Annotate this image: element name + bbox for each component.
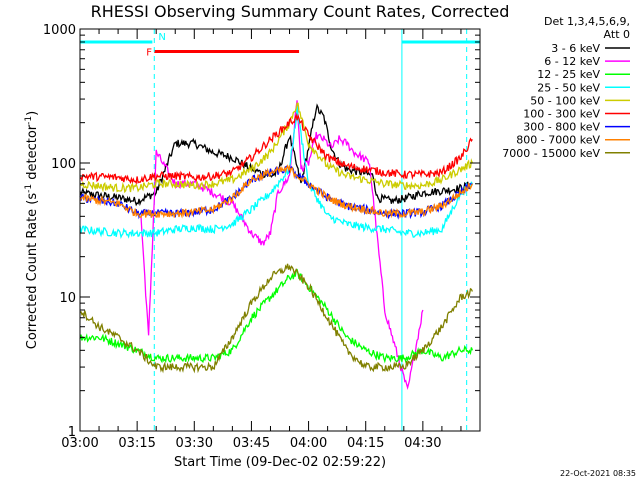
y-axis-label-mid: detector [25,124,40,184]
legend-header-detectors: Det 1,3,4,5,6,9, [544,15,630,28]
series-line-7000-15000-kev [79,263,473,374]
y-axis: 1 10 100 1000 [43,23,480,440]
plot-frame [79,28,481,432]
legend-label-6-12-kev: 6 - 12 keV [544,55,600,68]
footer-timestamp: 22-Oct-2021 08:35 [560,469,636,478]
flag-label-n: N [158,32,165,43]
series-line-800-7000-kev [79,164,474,219]
y-axis-label-base: Corrected Count Rate (s [25,193,40,350]
x-tick-label-04-15: 04:15 [347,436,384,451]
y-tick-label-10: 10 [59,291,76,306]
y-tick-label-100: 100 [51,157,76,172]
x-axis-label: Start Time (09-Dec-02 02:59:22) [174,455,386,470]
series-line-50-100-kev [79,102,473,194]
y-tick-label-1: 1 [68,425,76,440]
legend-label-300-800-kev: 300 - 800 keV [523,121,600,134]
flag-label-f: F [146,47,152,58]
series-layer [79,100,474,390]
x-tick-label-04-30: 04:30 [404,436,441,451]
x-axis: 03:00 03:15 03:30 03:45 04:00 04:15 04:30 [61,29,481,451]
y-axis-label-exponent-1: -1 [24,184,34,193]
legend-label-25-50-kev: 25 - 50 keV [537,81,600,94]
chart-title: RHESSI Observing Summary Count Rates, Co… [91,2,510,21]
vertical-lines-layer [153,29,468,431]
x-tick-label-03-00: 03:00 [61,436,98,451]
x-tick-label-03-30: 03:30 [176,436,213,451]
x-tick-label-04-00: 04:00 [290,436,327,451]
flags-layer: NF [80,32,480,58]
legend-label-7000-15000-kev: 7000 - 15000 keV [502,147,600,160]
legend-header-attenuator: Att 0 [604,28,630,41]
x-tick-label-03-45: 03:45 [233,436,270,451]
legend-label-50-100-kev: 50 - 100 keV [530,94,600,107]
y-tick-label-1000: 1000 [43,23,76,38]
x-tick-label-03-15: 03:15 [118,436,155,451]
series-line-100-300-kev [79,112,473,185]
legend-label-100-300-kev: 100 - 300 keV [523,108,600,121]
series-line-6-12-kev [140,100,424,390]
legend-label-3-6-kev: 3 - 6 keV [551,42,600,55]
legend-label-800-7000-kev: 800 - 7000 keV [516,134,600,147]
series-line-25-50-kev [79,106,473,240]
legend-label-12-25-kev: 12 - 25 keV [537,68,600,81]
y-axis-label-exponent-2: -1 [24,116,34,125]
y-axis-label: Corrected Count Rate (s-1 detector-1) [24,111,40,349]
y-axis-label-end: ) [25,111,40,116]
